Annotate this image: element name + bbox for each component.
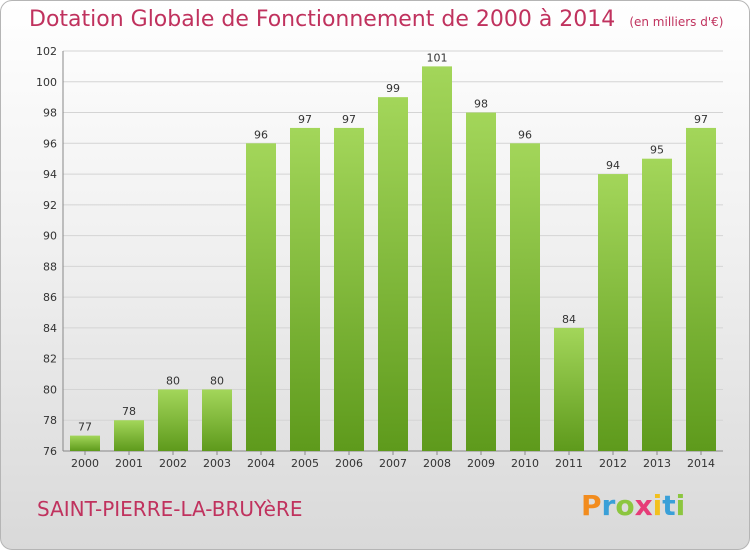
x-tick-label-2001: 2001 (115, 457, 143, 470)
chart-title-block: Dotation Globale de Fonctionnement de 20… (29, 7, 723, 32)
logo-letter: r (601, 489, 616, 522)
logo-letter: i (652, 489, 663, 522)
y-tick-label: 76 (43, 445, 57, 458)
y-tick-label: 86 (43, 291, 57, 304)
data-label-2013: 95 (650, 144, 664, 157)
bar-2003 (202, 389, 232, 451)
x-tick-label-2013: 2013 (643, 457, 671, 470)
bar-2013 (642, 158, 672, 451)
bar-2010 (510, 143, 540, 452)
x-tick-label-2008: 2008 (423, 457, 451, 470)
y-tick-label: 94 (43, 168, 57, 181)
bar-2002 (158, 389, 188, 451)
y-tick-label: 100 (36, 76, 57, 89)
chart-title: Dotation Globale de Fonctionnement de 20… (29, 7, 616, 32)
y-tick-label: 96 (43, 137, 57, 150)
logo-letter: x (634, 489, 653, 522)
data-label-2005: 97 (298, 113, 312, 126)
y-tick-label: 98 (43, 107, 57, 120)
bar-2014 (686, 127, 716, 451)
y-axis-tick-labels: 76 78 80 82 84 86 88 90 92 94 96 98 100 102 (36, 45, 57, 458)
data-label-2007: 99 (386, 82, 400, 95)
bar-2012 (598, 174, 628, 452)
bar-2004 (246, 143, 276, 452)
y-tick-label: 82 (43, 353, 57, 366)
x-tick-label-2012: 2012 (599, 457, 627, 470)
bars (70, 66, 716, 452)
bar-2000 (70, 435, 100, 451)
data-label-2001: 78 (122, 405, 136, 418)
x-tick-label-2007: 2007 (379, 457, 407, 470)
data-label-2010: 96 (518, 128, 532, 141)
y-tick-label: 78 (43, 414, 57, 427)
data-label-2009: 98 (474, 98, 488, 111)
x-tick-label-2011: 2011 (555, 457, 583, 470)
bar-2001 (114, 420, 144, 451)
x-tick-label-2005: 2005 (291, 457, 319, 470)
data-label-2004: 96 (254, 128, 268, 141)
bar-2011 (554, 327, 584, 451)
bar-2007 (378, 97, 408, 452)
x-tick-label-2014: 2014 (687, 457, 715, 470)
bar-2008 (422, 66, 452, 451)
x-tick-label-2004: 2004 (247, 457, 275, 470)
x-tick-label-2000: 2000 (71, 457, 99, 470)
y-tick-label: 80 (43, 383, 57, 396)
bar-2005 (290, 127, 320, 451)
y-tick-label: 84 (43, 322, 57, 335)
logo-letter: o (615, 489, 635, 522)
y-tick-label: 102 (36, 45, 57, 58)
data-label-2014: 97 (694, 113, 708, 126)
y-tick-label: 92 (43, 199, 57, 212)
x-tick-label-2006: 2006 (335, 457, 363, 470)
data-labels: 77 78 80 80 96 97 97 99 101 98 96 84 94 95 97 (78, 51, 708, 433)
bar-2009 (466, 112, 496, 452)
data-label-2012: 94 (606, 159, 620, 172)
data-label-2006: 97 (342, 113, 356, 126)
y-tick-label: 90 (43, 230, 57, 243)
data-label-2011: 84 (562, 313, 576, 326)
x-tick-label-2002: 2002 (159, 457, 187, 470)
proxiti-logo: Proxiti (581, 489, 685, 522)
data-label-2002: 80 (166, 374, 180, 387)
x-tick-label-2009: 2009 (467, 457, 495, 470)
bar-2006 (334, 127, 364, 451)
commune-name: SAINT-PIERRE-LA-BRUYèRE (37, 497, 303, 521)
logo-letter: t (662, 489, 676, 522)
logo-letter: i (675, 489, 686, 522)
data-label-2008: 101 (427, 51, 448, 64)
y-tick-label: 88 (43, 260, 57, 273)
data-label-2003: 80 (210, 374, 224, 387)
data-label-2000: 77 (78, 421, 92, 434)
x-tick-label-2010: 2010 (511, 457, 539, 470)
logo-letter: P (581, 489, 602, 522)
x-tick-label-2003: 2003 (203, 457, 231, 470)
x-axis-tick-labels: 2000 2001 2002 2003 2004 2005 2006 2007 2008 2009… (71, 451, 715, 470)
chart-subtitle: (en milliers d'€) (629, 15, 724, 29)
